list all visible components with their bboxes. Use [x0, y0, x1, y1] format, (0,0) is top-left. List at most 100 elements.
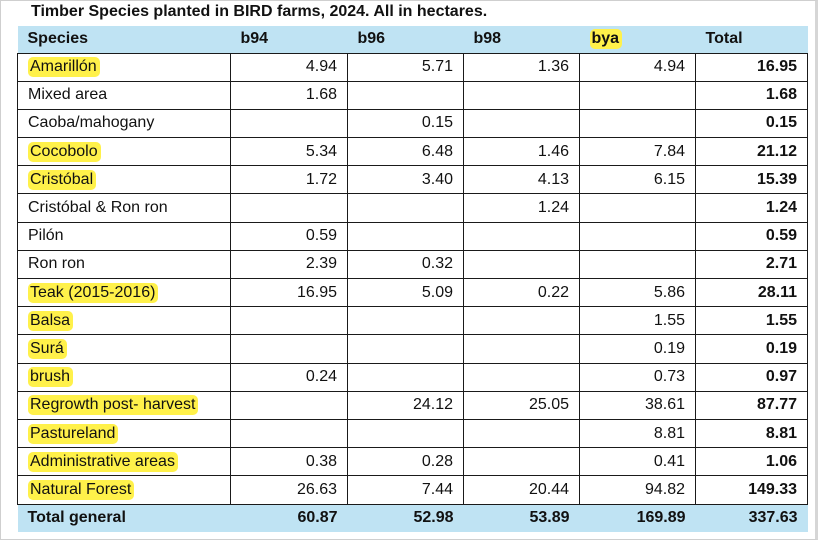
species-name: Ron ron [28, 255, 85, 273]
b98-cell [463, 221, 580, 251]
total-cell: 0.15 [695, 108, 808, 139]
b98-cell: 4.13 [463, 165, 580, 195]
table-row: Balsa 1.55 1.55 [17, 306, 808, 336]
b96-cell: 5.71 [347, 52, 464, 82]
species-cell: Teak (2015-2016) [17, 277, 231, 308]
bya-cell: 4.94 [579, 52, 696, 82]
total-cell: 0.97 [695, 362, 808, 392]
bya-cell [579, 193, 696, 223]
header-b98: b98 [463, 26, 580, 53]
b98-cell: 20.44 [463, 475, 580, 505]
b94-cell [230, 418, 348, 449]
bya-cell [579, 108, 696, 139]
bya-cell: 94.82 [579, 475, 696, 505]
table-row: brush 0.24 0.73 0.97 [17, 362, 808, 392]
total-cell: 1.06 [695, 447, 808, 477]
b98-cell [463, 249, 580, 280]
b98-cell [463, 418, 580, 449]
species-name: Amarillón [28, 57, 100, 78]
b94-cell [230, 108, 348, 139]
timber-species-table: Species b94 b96 b98 bya Total Amarillón 4… [17, 26, 808, 533]
b98-cell [463, 80, 580, 110]
table-row: Regrowth post- harvest 24.12 25.05 38.61 87.… [17, 390, 808, 420]
total-cell: 15.39 [695, 165, 808, 195]
b94-cell: 26.63 [230, 475, 348, 505]
species-name: Natural Forest [28, 479, 135, 500]
bya-cell: 5.86 [579, 277, 696, 308]
species-cell: Amarillón [17, 52, 231, 82]
b98-cell: 0.22 [463, 277, 580, 308]
b96-cell: 0.15 [347, 108, 464, 139]
b96-cell: 0.32 [347, 249, 464, 280]
bya-cell: 8.81 [579, 418, 696, 449]
total-cell: 87.77 [695, 390, 808, 420]
table-row: Surá 0.19 0.19 [17, 334, 808, 364]
b96-cell: 6.48 [347, 137, 464, 167]
b94-cell [230, 390, 348, 420]
b94-cell: 2.39 [230, 249, 348, 280]
b94-cell [230, 306, 348, 336]
table-row: Administrative areas 0.38 0.28 0.41 1.06 [17, 447, 808, 477]
table-row: Mixed area 1.68 1.68 [17, 80, 808, 110]
bya-cell: 7.84 [579, 137, 696, 167]
total-cell: 1.24 [695, 193, 808, 223]
bya-cell: 38.61 [579, 390, 696, 420]
species-name: Caoba/mahogany [28, 114, 155, 132]
species-name: Administrative areas [28, 451, 178, 472]
table-row: Caoba/mahogany 0.15 0.15 [17, 108, 808, 139]
species-cell: Mixed area [17, 80, 231, 110]
species-cell: Cristóbal & Ron ron [17, 193, 231, 223]
species-name: Surá [28, 338, 67, 359]
b96-cell [347, 221, 464, 251]
species-name: brush [28, 367, 74, 388]
table-row: Pilón 0.59 0.59 [17, 221, 808, 251]
header-bya-highlight: bya [589, 29, 623, 50]
b94-cell: 16.95 [230, 277, 348, 308]
species-cell: Surá [17, 334, 231, 364]
species-name: Mixed area [28, 86, 108, 104]
b96-cell [347, 193, 464, 223]
footer-total: 337.63 [695, 503, 808, 533]
table-row: Amarillón 4.94 5.71 1.36 4.94 16.95 [17, 52, 808, 82]
species-name: Cristóbal & Ron ron [28, 199, 168, 217]
total-cell: 1.68 [695, 80, 808, 110]
table-row: Teak (2015-2016) 16.95 5.09 0.22 5.86 28.11 [17, 277, 808, 308]
table-row: Cristóbal & Ron ron 1.24 1.24 [17, 193, 808, 223]
species-cell: Cocobolo [17, 137, 231, 167]
table-row: Natural Forest 26.63 7.44 20.44 94.82 149.33 [17, 475, 808, 505]
b94-cell: 4.94 [230, 52, 348, 82]
b96-cell: 5.09 [347, 277, 464, 308]
b98-cell: 1.46 [463, 137, 580, 167]
b96-cell [347, 80, 464, 110]
footer-b96: 52.98 [347, 503, 464, 533]
b98-cell: 1.24 [463, 193, 580, 223]
species-name: Pilón [28, 227, 64, 245]
species-cell: Balsa [17, 306, 231, 336]
table-title: Timber Species planted in BIRD farms, 20… [31, 3, 488, 20]
footer-label: Total general [17, 503, 231, 533]
species-cell: Pilón [17, 221, 231, 251]
species-name: Teak (2015-2016) [28, 282, 159, 303]
b98-cell: 1.36 [463, 52, 580, 82]
species-name: Regrowth post- harvest [28, 395, 199, 416]
b98-cell [463, 447, 580, 477]
species-cell: Ron ron [17, 249, 231, 280]
header-b94: b94 [230, 26, 348, 53]
species-cell: Regrowth post- harvest [17, 390, 231, 420]
b98-cell [463, 334, 580, 364]
total-cell: 28.11 [695, 277, 808, 308]
species-name: Cristóbal [28, 169, 97, 190]
b96-cell [347, 418, 464, 449]
bya-cell: 6.15 [579, 165, 696, 195]
bya-cell: 0.41 [579, 447, 696, 477]
b94-cell [230, 334, 348, 364]
species-name: Pastureland [28, 423, 119, 444]
header-total: Total [695, 26, 808, 53]
b94-cell: 0.59 [230, 221, 348, 251]
b94-cell: 5.34 [230, 137, 348, 167]
footer-b98: 53.89 [463, 503, 580, 533]
footer-b94: 60.87 [230, 503, 348, 533]
header-b96: b96 [347, 26, 464, 53]
b96-cell: 3.40 [347, 165, 464, 195]
b96-cell [347, 334, 464, 364]
